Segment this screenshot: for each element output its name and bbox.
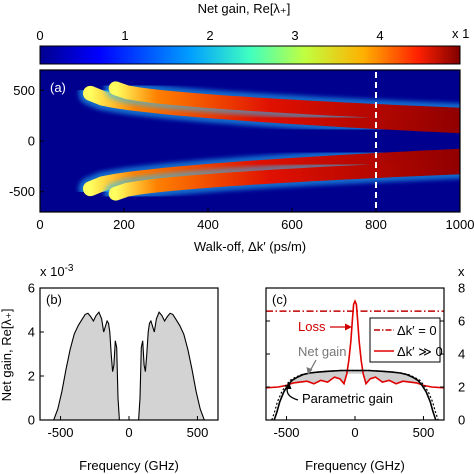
x-tick-label: 0 (351, 425, 358, 440)
x-tick-label: 200 (113, 217, 135, 232)
panel-b-ticks: -500 0 500 0 2 4 6 (28, 281, 209, 441)
multiplier-exponent: -3 (65, 263, 74, 274)
y-tick-label: 2 (28, 369, 35, 384)
annotation-parametric-gain-arrowhead (285, 382, 292, 389)
x-tick-label: 0 (36, 217, 43, 232)
loss-line-large-walkoff (266, 299, 444, 389)
x-tick-label: 500 (413, 425, 435, 440)
y-tick-label: 0 (28, 134, 35, 149)
colorbar-tick: 1 (121, 28, 128, 43)
colorbar-title: Net gain, Re[λ₊] (198, 1, 291, 16)
panel-a-xlabel: Walk-off, Δk′ (ps/m) (194, 239, 306, 254)
annotation-parametric-gain: Parametric gain (302, 391, 393, 406)
x-tick-label: 0 (125, 425, 132, 440)
y-tick-label: 0 (28, 413, 35, 428)
annotation-net-gain-arrowhead (306, 367, 313, 375)
panel-c: x (c) -500 0 500 0 2 4 6 8 Loss Net gain Parame… (265, 264, 465, 473)
x-tick-label: 1000 (446, 217, 474, 232)
panel-a-label: (a) (50, 80, 66, 95)
legend-label: Δk′ ≫ 0 (397, 344, 443, 359)
colorbar-tick: 3 (291, 28, 298, 43)
legend-label: Δk′ = 0 (397, 323, 437, 338)
colorbar-tick: 4 (376, 28, 383, 43)
y-tick-label: -500 (9, 184, 35, 199)
x-tick-label: 500 (187, 425, 209, 440)
gain-band (108, 160, 460, 201)
parametric-gain-line-alt (271, 369, 439, 420)
panel-b-ylabel: Net gain, Re[λ₊] (0, 309, 14, 402)
colorbar-corner-label: x 1 (452, 26, 469, 41)
y-tick-label: 8 (458, 281, 465, 296)
x-tick-label: 600 (281, 217, 303, 232)
annotation-net-gain: Net gain (298, 344, 346, 359)
y-tick-label: 6 (28, 281, 35, 296)
legend-box (369, 317, 441, 363)
panel-b-label: (b) (46, 292, 62, 307)
colorbar (39, 45, 461, 65)
panel-a-ticks: 0 200 400 600 800 1000 500 0 -500 (9, 83, 474, 232)
x-tick-label: -500 (48, 425, 74, 440)
panel-b: x 10-3 (b) -500 0 500 0 2 4 6 Net gain, Re[λ₊]… (0, 263, 219, 473)
panel-c-legend: Δk′ = 0 Δk′ ≫ 0 (369, 317, 443, 363)
panel-c-ticks: -500 0 500 0 2 4 6 8 (266, 281, 465, 440)
colorbar-tick: 2 (206, 28, 213, 43)
x-tick-label: -500 (274, 425, 300, 440)
y-tick-label: 4 (28, 325, 35, 340)
panel-a: (a) 0 200 400 600 800 1000 500 0 -500 Walk-off, … (9, 69, 474, 254)
y-tick-label: 500 (13, 83, 35, 98)
net-gain-fill (288, 370, 422, 385)
x-tick-label: 800 (365, 217, 387, 232)
gain-band (108, 81, 460, 122)
y-tick-label: 6 (458, 314, 465, 329)
panel-c-xlabel: Frequency (GHz) (305, 458, 405, 473)
panel-b-multiplier: x 10-3 (40, 263, 74, 279)
y-tick-label: 2 (458, 380, 465, 395)
panel-c-label: (c) (272, 292, 287, 307)
colorbar-ticks: 0 1 2 3 4 (36, 28, 383, 43)
colorbar-tick: 0 (36, 28, 43, 43)
heatmap-bands (78, 76, 460, 206)
panel-c-multiplier: x (458, 264, 465, 279)
y-tick-label: 4 (458, 347, 465, 362)
net-gain-area (53, 311, 205, 420)
multiplier-base: x 10 (40, 264, 65, 279)
y-tick-label: 0 (458, 413, 465, 428)
annotation-loss: Loss (298, 319, 326, 334)
annotation-loss-arrowhead (345, 323, 352, 331)
panel-b-xlabel: Frequency (GHz) (79, 458, 179, 473)
x-tick-label: 400 (197, 217, 219, 232)
